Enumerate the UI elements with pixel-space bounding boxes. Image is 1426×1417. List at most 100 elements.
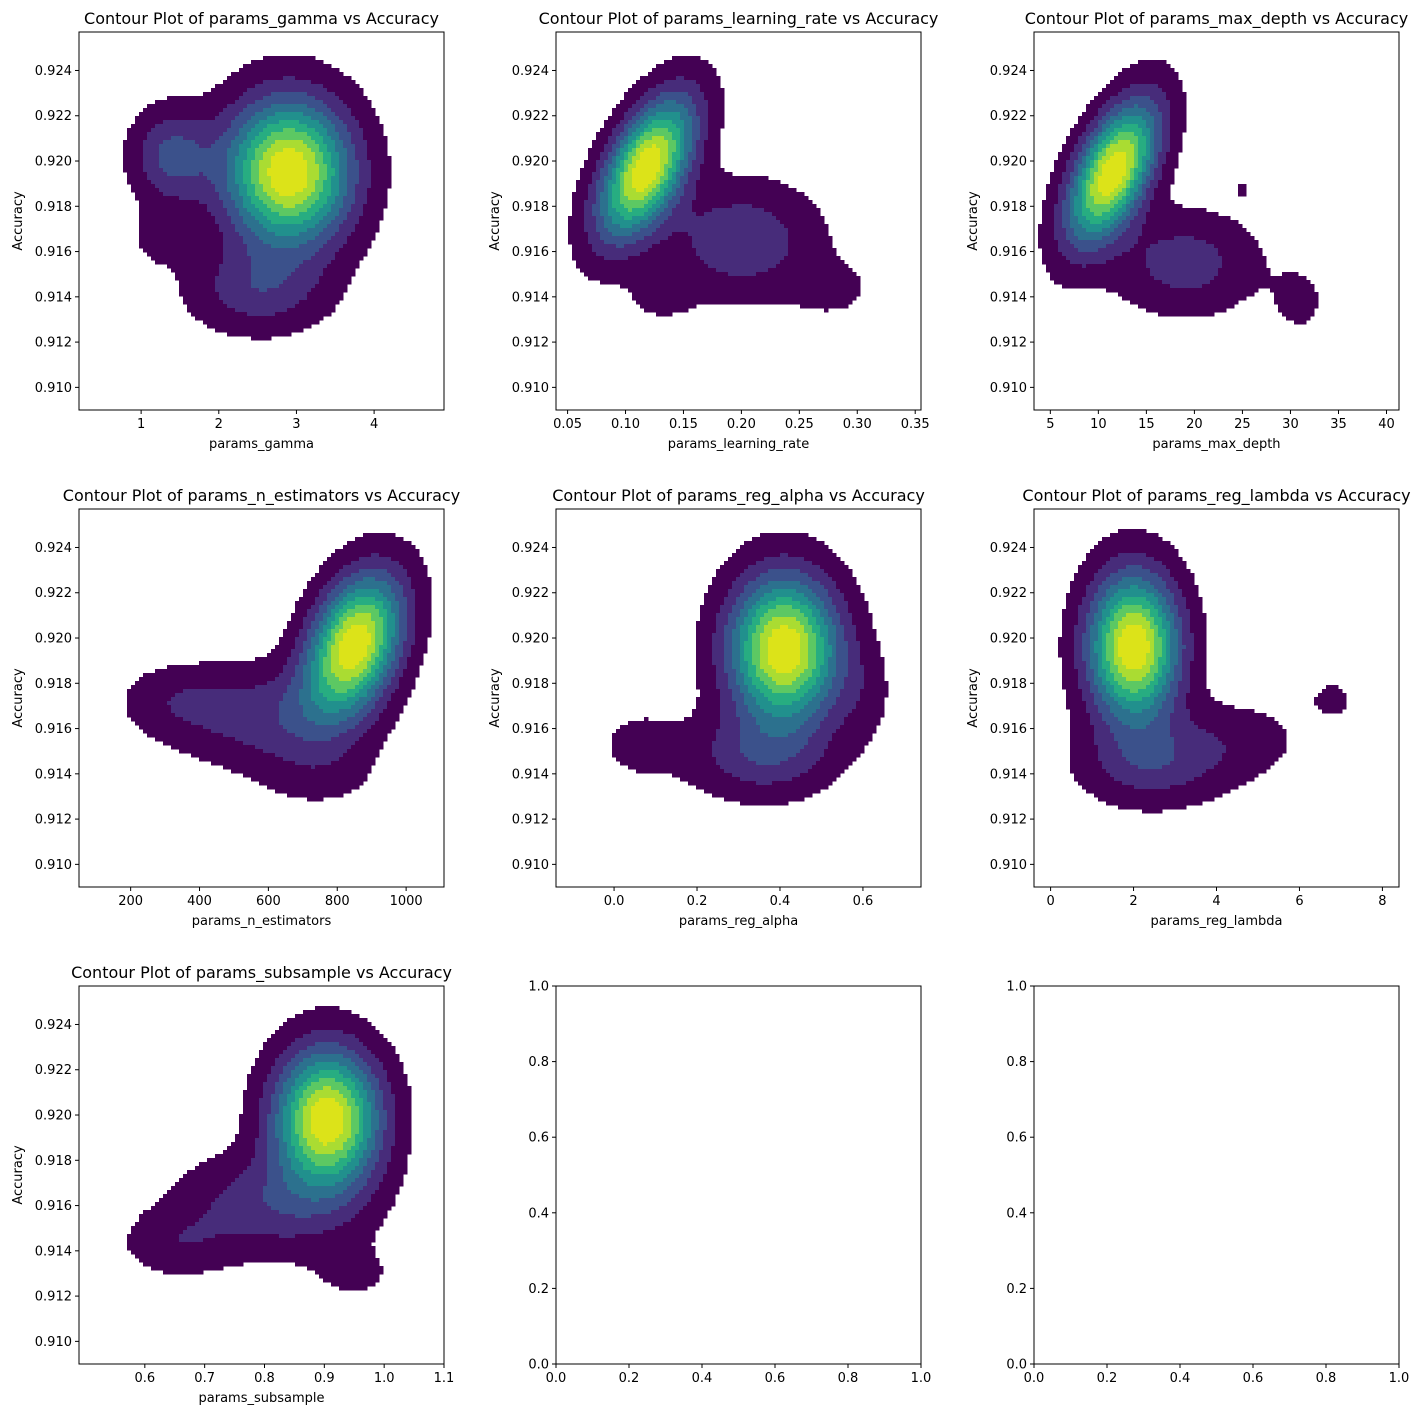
contour-fill (612, 533, 889, 806)
x-tick-label: 25 (1234, 417, 1251, 432)
x-tick-label: 0.35 (901, 417, 930, 432)
y-tick-label: 0.920 (35, 1109, 72, 1124)
y-tick-label: 0.918 (35, 200, 72, 215)
x-axis-label: params_learning_rate (668, 437, 809, 452)
y-tick-label: 0.924 (35, 1018, 72, 1033)
y-tick-label: 0.910 (990, 858, 1027, 873)
y-tick-label: 0.922 (35, 586, 72, 601)
x-tick-label: 0.2 (1097, 1371, 1118, 1386)
y-tick-label: 0.8 (528, 1055, 549, 1070)
x-tick-label: 1.1 (434, 1371, 455, 1386)
subplot-4: 200 400 600 800 1000 0.910 0.912 0.914 0.916 0.91… (11, 486, 460, 929)
y-tick-label: 0.916 (990, 722, 1027, 737)
y-tick-label: 0.924 (35, 541, 72, 556)
x-tick-label: 20 (1186, 417, 1203, 432)
x-tick-label: 0 (1046, 894, 1054, 909)
y-tick-label: 0.924 (990, 64, 1027, 79)
y-tick-label: 0.922 (35, 109, 72, 124)
x-tick-label: 400 (187, 894, 212, 909)
y-tick-label: 0.910 (35, 1335, 72, 1350)
y-tick-label: 0.916 (35, 1199, 72, 1214)
y-tick-label: 0.910 (35, 381, 72, 396)
axes-frame (78, 985, 445, 1365)
x-tick-label: 1 (137, 417, 145, 432)
y-tick-label: 0.914 (512, 290, 549, 305)
y-tick-label: 0.920 (990, 155, 1027, 170)
x-tick-label: 0.0 (546, 1371, 567, 1386)
y-tick-label: 0.918 (990, 200, 1027, 215)
y-tick-label: 0.914 (35, 1244, 72, 1259)
y-tick-label: 0.920 (35, 155, 72, 170)
x-axis-label: params_max_depth (1152, 437, 1280, 452)
contour-fill (1038, 60, 1319, 325)
y-tick-label: 0.924 (35, 64, 72, 79)
y-axis-label: Accuracy (11, 1145, 26, 1205)
x-axis-label: params_reg_lambda (1151, 914, 1283, 929)
x-tick-label: 0.15 (669, 417, 698, 432)
y-tick-label: 0.914 (35, 767, 72, 782)
y-tick-label: 0.918 (990, 677, 1027, 692)
y-tick-label: 0.914 (990, 290, 1027, 305)
y-tick-label: 0.920 (35, 632, 72, 647)
chart-title: Contour Plot of params_learning_rate vs … (539, 9, 939, 29)
y-tick-label: 0.916 (35, 245, 72, 260)
y-tick-label: 1.0 (1006, 980, 1027, 995)
y-tick-label: 0.912 (512, 336, 549, 351)
y-tick-label: 0.910 (512, 381, 549, 396)
y-tick-label: 0.910 (512, 858, 549, 873)
y-tick-label: 0.910 (990, 381, 1027, 396)
subplot-9: 0.0 0.2 0.4 0.6 0.8 1.0 0.0 0.2 0.4 0.6 0.8 1.0 (1006, 980, 1409, 1387)
x-tick-label: 3 (292, 417, 300, 432)
subplot-7: 0.6 0.7 0.8 0.9 1.0 1.1 0.910 0.912 0.914 0.916 0.… (11, 963, 454, 1406)
x-tick-label: 0.0 (1024, 1371, 1045, 1386)
x-tick-label: 5 (1046, 417, 1054, 432)
x-tick-label: 1.0 (1389, 1371, 1410, 1386)
y-tick-label: 0.924 (512, 64, 549, 79)
subplot-2: 0.05 0.10 0.15 0.20 0.25 0.30 0.35 0.910 0.912 0.… (488, 9, 938, 452)
y-tick-label: 0.6 (528, 1131, 549, 1146)
x-axis-label: params_reg_alpha (679, 914, 798, 929)
x-tick-label: 0.6 (765, 1371, 786, 1386)
x-tick-label: 800 (325, 894, 350, 909)
y-tick-label: 0.912 (512, 813, 549, 828)
y-tick-label: 0.2 (528, 1282, 549, 1297)
x-tick-label: 6 (1295, 894, 1303, 909)
y-tick-label: 0.922 (512, 586, 549, 601)
subplot-3: 5 10 15 20 25 30 35 40 0.910 0.912 0.914 0.916 0.918… (966, 9, 1408, 452)
y-tick-label: 0.920 (990, 632, 1027, 647)
axes-frame (1033, 31, 1400, 411)
x-tick-label: 0.4 (770, 894, 791, 909)
y-axis-label: Accuracy (11, 668, 26, 728)
contour-fill (1058, 529, 1347, 814)
x-tick-label: 8 (1378, 894, 1386, 909)
y-tick-label: 0.920 (512, 632, 549, 647)
x-tick-label: 0.2 (619, 1371, 640, 1386)
x-tick-label: 2 (215, 417, 223, 432)
chart-title: Contour Plot of params_n_estimators vs A… (63, 486, 460, 506)
y-tick-label: 0.6 (1006, 1131, 1027, 1146)
x-tick-label: 4 (370, 417, 378, 432)
y-tick-label: 0.914 (512, 767, 549, 782)
y-axis-label: Accuracy (488, 668, 503, 728)
x-tick-label: 2 (1129, 894, 1137, 909)
subplot-8: 0.0 0.2 0.4 0.6 0.8 1.0 0.0 0.2 0.4 0.6 0.8 1.0 (528, 980, 931, 1387)
subplot-1: 1 2 3 4 0.910 0.912 0.914 0.916 0.918 0.920 0.922 0… (11, 9, 445, 452)
chart-title: Contour Plot of params_gamma vs Accuracy (84, 9, 439, 29)
y-tick-label: 0.914 (990, 767, 1027, 782)
contour-fill (127, 1006, 412, 1291)
x-tick-label: 0.4 (1170, 1371, 1191, 1386)
y-tick-label: 0.8 (1006, 1055, 1027, 1070)
x-axis-label: params_gamma (209, 437, 314, 452)
y-tick-label: 0.916 (35, 722, 72, 737)
x-tick-label: 1.0 (911, 1371, 932, 1386)
x-tick-label: 0.10 (611, 417, 640, 432)
chart-title: Contour Plot of params_reg_alpha vs Accu… (552, 486, 925, 506)
x-tick-label: 200 (118, 894, 143, 909)
axes-frame (555, 508, 922, 888)
y-tick-label: 1.0 (528, 980, 549, 995)
y-tick-label: 0.922 (35, 1063, 72, 1078)
y-tick-label: 0.920 (512, 155, 549, 170)
y-tick-label: 0.0 (528, 1358, 549, 1373)
y-axis-label: Accuracy (966, 191, 981, 251)
x-tick-label: 0.0 (604, 894, 625, 909)
